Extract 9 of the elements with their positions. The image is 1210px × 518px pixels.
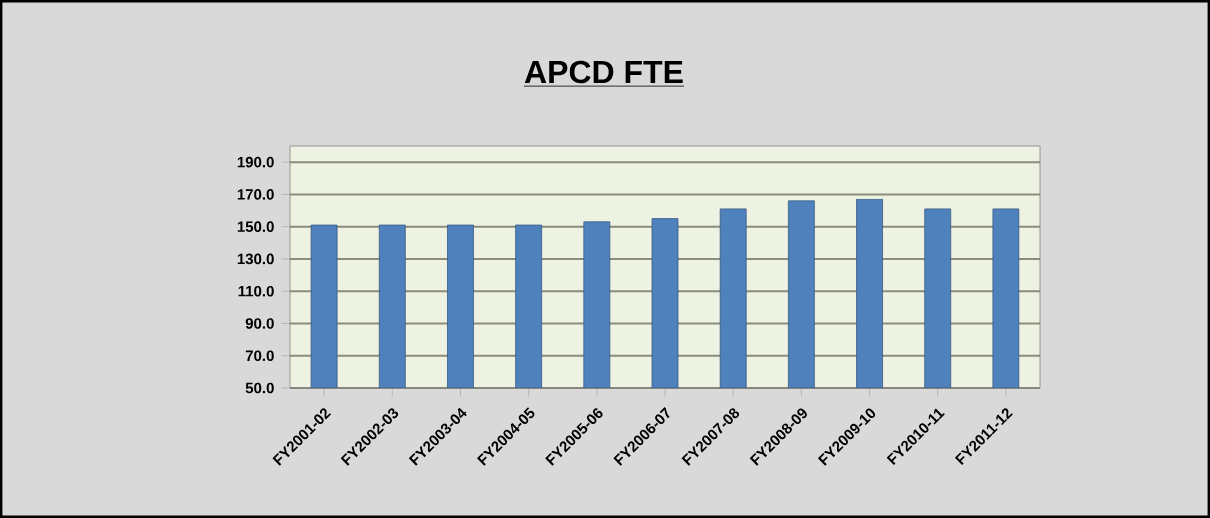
y-tick-label: 170.0: [237, 189, 274, 200]
y-tick-label: 110.0: [238, 285, 274, 297]
y-tick-label: 190.0: [237, 156, 274, 168]
y-tick-label: 70.0: [245, 350, 274, 362]
y-tick-label: 90.0: [245, 318, 274, 329]
y-tick-label: 150.0: [237, 221, 274, 232]
y-tick-label: 50.0: [245, 382, 274, 394]
y-tick-label: 130.0: [237, 253, 274, 265]
chart-title: APCD FTE: [524, 60, 683, 84]
